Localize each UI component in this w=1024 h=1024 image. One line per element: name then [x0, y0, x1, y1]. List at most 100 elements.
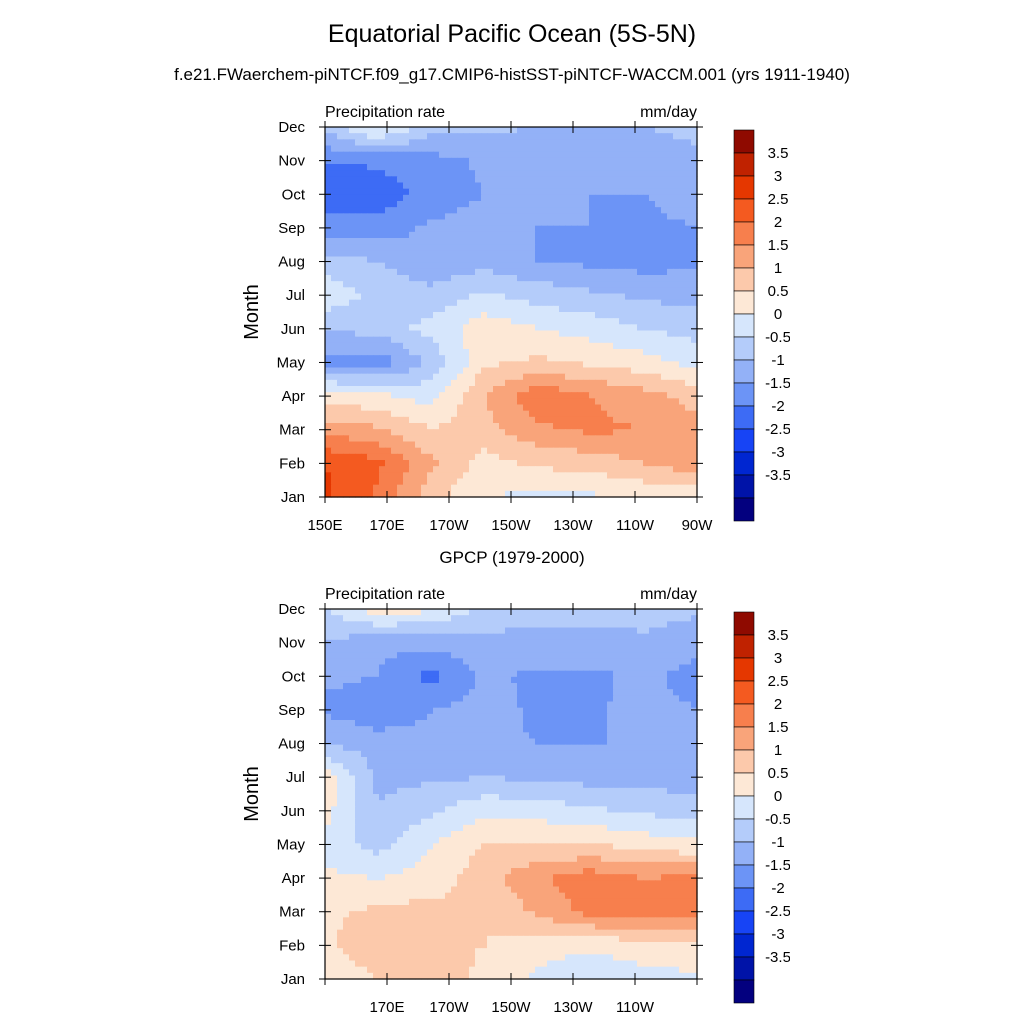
contour-cell — [607, 299, 614, 307]
contour-cell — [661, 145, 668, 153]
contour-cell — [691, 447, 698, 455]
contour-cell — [379, 429, 386, 436]
contour-cell — [607, 268, 614, 276]
contour-cell — [523, 664, 530, 672]
contour-cell — [601, 683, 608, 690]
contour-cell — [577, 670, 584, 678]
contour-cell — [529, 213, 536, 221]
contour-cell — [517, 392, 524, 399]
contour-cell — [433, 670, 440, 678]
contour-cell — [595, 318, 602, 325]
colorbar-label: -2.5 — [765, 421, 790, 438]
contour-cell — [559, 336, 566, 344]
contour-cell — [577, 435, 584, 443]
contour-cell — [385, 609, 392, 616]
contour-cell — [397, 139, 404, 147]
contour-cell — [679, 250, 686, 258]
contour-cell — [385, 633, 392, 641]
contour-cell — [457, 713, 464, 721]
contour-cell — [367, 281, 374, 288]
contour-cell — [493, 207, 500, 214]
contour-cell — [385, 379, 392, 387]
contour-cell — [463, 435, 470, 443]
contour-cell — [451, 429, 458, 436]
contour-cell — [337, 342, 344, 350]
contour-cell — [355, 472, 362, 480]
contour-cell — [331, 182, 338, 190]
contour-cell — [415, 213, 422, 221]
contour-cell — [685, 268, 692, 276]
contour-cell — [343, 201, 350, 208]
contour-cell — [385, 435, 392, 443]
contour-cell — [337, 639, 344, 647]
contour-cell — [613, 398, 620, 406]
contour-cell — [433, 664, 440, 672]
contour-cell — [433, 170, 440, 177]
contour-cell — [607, 139, 614, 147]
contour-cell — [601, 349, 608, 356]
contour-cell — [457, 423, 464, 430]
contour-cell — [463, 127, 470, 134]
contour-cell — [529, 676, 536, 684]
contour-cell — [367, 225, 374, 233]
contour-cell — [595, 720, 602, 727]
contour-cell — [445, 207, 452, 214]
contour-cell — [601, 268, 608, 276]
contour-cell — [589, 139, 596, 147]
contour-cell — [589, 701, 596, 709]
contour-cell — [325, 416, 332, 424]
contour-cell — [649, 646, 656, 653]
contour-cell — [583, 615, 590, 622]
contour-cell — [433, 188, 440, 196]
contour-cell — [619, 318, 626, 325]
contour-cell — [583, 213, 590, 221]
contour-cell — [397, 145, 404, 153]
contour-cell — [529, 231, 536, 239]
contour-cell — [577, 361, 584, 369]
contour-cell — [493, 225, 500, 233]
contour-cell — [541, 404, 548, 412]
contour-cell — [535, 707, 542, 715]
contour-cell — [691, 157, 698, 165]
contour-cell — [535, 355, 542, 362]
contour-cell — [385, 639, 392, 647]
contour-cell — [475, 367, 482, 375]
contour-cell — [649, 701, 656, 709]
contour-cell — [529, 182, 536, 190]
contour-cell — [559, 460, 566, 467]
contour-cell — [439, 157, 446, 165]
contour-cell — [553, 213, 560, 221]
contour-cell — [559, 201, 566, 208]
contour-cell — [481, 151, 488, 159]
contour-cell — [403, 670, 410, 678]
contour-cell — [337, 615, 344, 622]
contour-cell — [643, 423, 650, 430]
contour-cell — [331, 398, 338, 406]
contour-cell — [691, 392, 698, 399]
contour-cell — [451, 238, 458, 245]
contour-cell — [403, 157, 410, 165]
contour-cell — [355, 478, 362, 486]
contour-cell — [421, 299, 428, 307]
contour-cell — [613, 664, 620, 672]
contour-cell — [535, 441, 542, 449]
contour-cell — [355, 639, 362, 647]
contour-cell — [571, 472, 578, 480]
contour-cell — [529, 392, 536, 399]
contour-cell — [523, 689, 530, 696]
contour-cell — [331, 423, 338, 430]
contour-cell — [559, 151, 566, 159]
contour-cell — [415, 713, 422, 721]
contour-cell — [415, 373, 422, 381]
contour-cell — [601, 244, 608, 251]
contour-cell — [355, 621, 362, 629]
contour-cell — [541, 379, 548, 387]
contour-cell — [595, 707, 602, 715]
contour-cell — [325, 355, 332, 362]
contour-cell — [673, 676, 680, 684]
contour-cell — [661, 633, 668, 641]
contour-cell — [631, 490, 638, 498]
contour-cell — [331, 676, 338, 684]
contour-cell — [667, 484, 674, 492]
contour-cell — [493, 182, 500, 190]
